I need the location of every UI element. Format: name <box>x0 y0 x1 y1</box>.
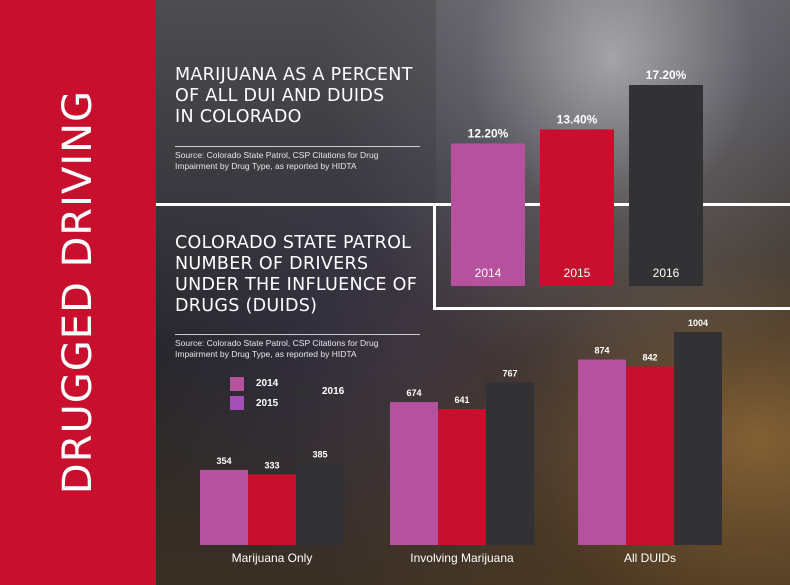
legend-swatch-2014 <box>230 377 244 391</box>
top-source: Source: Colorado State Patrol, CSP Citat… <box>175 150 378 172</box>
top-panel-shade <box>156 0 436 205</box>
legend-swatch-2015 <box>230 396 244 410</box>
duid-value-label-marijuana-only-2015: 333 <box>264 460 279 470</box>
bottom-title-line-2: NUMBER OF DRIVERS <box>175 254 369 274</box>
top-source-line-1: Source: Colorado State Patrol, CSP Citat… <box>175 150 379 160</box>
section-frame-bottom <box>433 307 790 310</box>
duid-bar-involving-marijuana-2016 <box>486 382 534 545</box>
duid-value-label-marijuana-only-2014: 354 <box>216 456 231 466</box>
duid-category-label-involving-marijuana: Involving Marijuana <box>410 551 514 565</box>
top-chart-title: MARIJUANA AS A PERCENT OF ALL DUI AND DU… <box>175 65 413 128</box>
duid-bar-marijuana-only-2014 <box>200 469 248 545</box>
top-title-line-3: IN COLORADO <box>175 107 302 127</box>
duid-bar-all-duids-2015 <box>626 366 674 545</box>
duid-value-label-all-duids-2015: 842 <box>642 352 657 362</box>
pct-year-label-2015: 2015 <box>564 266 591 280</box>
pct-value-label-2015: 13.40% <box>557 112 598 126</box>
pct-year-label-2016: 2016 <box>653 266 680 280</box>
duid-bar-involving-marijuana-2014 <box>390 402 438 545</box>
bottom-title-line-3: UNDER THE INFLUENCE OF <box>175 275 418 295</box>
duid-bar-marijuana-only-2015 <box>248 474 296 545</box>
duid-value-label-involving-marijuana-2014: 674 <box>406 388 421 398</box>
bottom-title-line-1: COLORADO STATE PATROL <box>175 233 412 253</box>
bottom-chart-title: COLORADO STATE PATROL NUMBER OF DRIVERS … <box>175 233 417 317</box>
legend-label-2015: 2015 <box>256 398 279 409</box>
duid-bar-all-duids-2014 <box>578 359 626 545</box>
duid-value-label-all-duids-2016: 1004 <box>688 318 708 328</box>
bottom-divider <box>175 334 420 335</box>
duid-value-label-all-duids-2014: 874 <box>594 346 609 356</box>
legend-swatch-2016 <box>296 386 310 400</box>
top-divider <box>175 146 420 147</box>
duid-value-label-marijuana-only-2016: 385 <box>312 449 327 459</box>
bottom-title-line-4: DRUGS (DUIDS) <box>175 296 318 316</box>
duid-value-label-involving-marijuana-2016: 767 <box>502 368 517 378</box>
sidebar: DRUGGED DRIVING <box>0 0 156 585</box>
top-title-line-1: MARIJUANA AS A PERCENT <box>175 65 413 85</box>
section-frame-vertical <box>433 203 436 309</box>
pct-value-label-2016: 17.20% <box>646 68 687 82</box>
pct-bar-2016 <box>629 85 703 286</box>
top-title-line-2: OF ALL DUI AND DUIDS <box>175 86 385 106</box>
legend-label-2016: 2016 <box>322 386 345 397</box>
duid-bar-all-duids-2016 <box>674 332 722 545</box>
bottom-source-line-2: Impairment by Drug Type, as reported by … <box>175 349 357 359</box>
duid-category-label-all-duids: All DUIDs <box>624 551 676 565</box>
bottom-source: Source: Colorado State Patrol, CSP Citat… <box>175 338 378 360</box>
duid-bar-marijuana-only-2016 <box>296 463 344 545</box>
pct-value-label-2014: 12.20% <box>468 126 509 140</box>
top-source-line-2: Impairment by Drug Type, as reported by … <box>175 161 357 171</box>
duid-category-label-marijuana-only: Marijuana Only <box>232 551 313 565</box>
legend-label-2014: 2014 <box>256 378 279 389</box>
pct-bar-2014 <box>451 143 525 286</box>
pct-year-label-2014: 2014 <box>475 266 502 280</box>
bottom-source-line-1: Source: Colorado State Patrol, CSP Citat… <box>175 338 379 348</box>
duid-value-label-involving-marijuana-2015: 641 <box>454 395 469 405</box>
duid-bar-involving-marijuana-2015 <box>438 409 486 545</box>
pct-bar-2015 <box>540 129 614 286</box>
